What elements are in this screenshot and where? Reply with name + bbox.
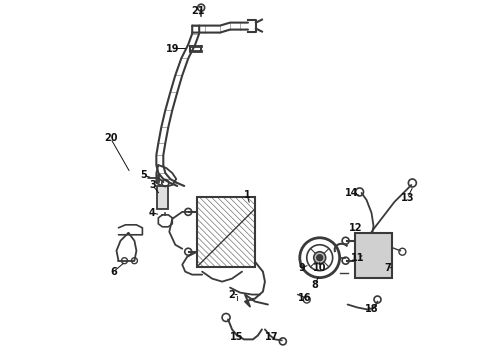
Text: 14: 14	[345, 188, 358, 198]
Text: 5: 5	[140, 170, 147, 180]
Text: 21: 21	[192, 6, 205, 15]
Text: 18: 18	[365, 305, 378, 315]
Text: 6: 6	[110, 267, 117, 276]
Bar	[157, 186, 168, 209]
Text: 3: 3	[149, 180, 156, 190]
Text: 17: 17	[265, 332, 279, 342]
Text: 20: 20	[104, 133, 117, 143]
Bar	[355, 233, 392, 278]
Text: 15: 15	[230, 332, 244, 342]
Text: 9: 9	[298, 263, 305, 273]
Text: 16: 16	[298, 293, 312, 302]
Text: 11: 11	[351, 253, 364, 263]
Text: 8: 8	[311, 280, 318, 289]
Text: 1: 1	[244, 190, 250, 200]
Text: 19: 19	[166, 44, 179, 54]
Text: 10: 10	[313, 263, 326, 273]
Bar	[197, 197, 255, 267]
Text: 12: 12	[349, 223, 362, 233]
Text: 4: 4	[149, 208, 156, 218]
Text: 13: 13	[401, 193, 414, 203]
Text: 2: 2	[229, 289, 235, 300]
Circle shape	[317, 255, 323, 261]
Circle shape	[314, 252, 326, 264]
Text: 7: 7	[384, 263, 391, 273]
